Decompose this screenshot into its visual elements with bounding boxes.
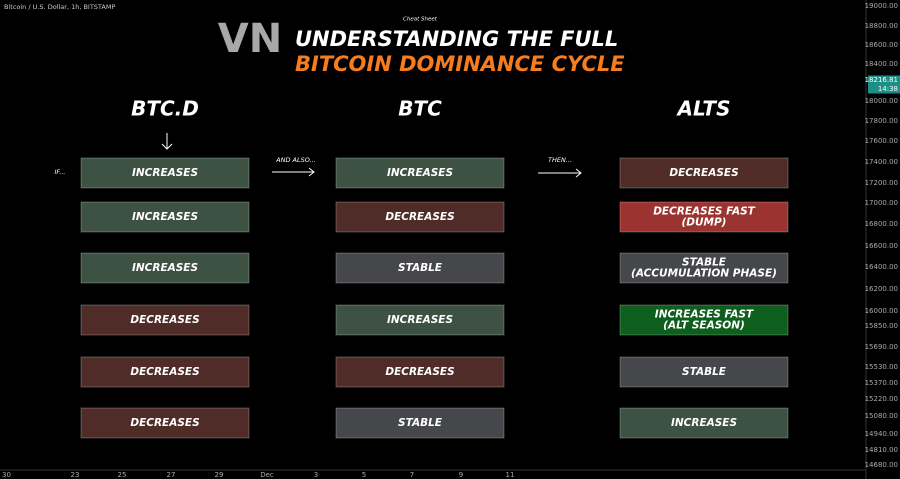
- arrow: [538, 168, 582, 178]
- cell-text: DECREASES: [669, 167, 738, 179]
- time-label: 7: [410, 471, 414, 479]
- price-label: 18400.00: [865, 60, 898, 68]
- price-label: 15370.00: [865, 379, 898, 387]
- time-label: 30: [2, 471, 11, 479]
- price-label: 17800.00: [865, 117, 898, 125]
- cell: [80, 356, 250, 388]
- arrow: [272, 167, 315, 177]
- cell: [80, 407, 250, 439]
- price-label: 16800.00: [865, 220, 898, 228]
- cell: [80, 304, 250, 336]
- cell-text: STABLE: [398, 417, 443, 429]
- cell: [335, 252, 505, 284]
- time-label: 3: [314, 471, 318, 479]
- price-label: 18800.00: [865, 22, 898, 30]
- logo: VN: [218, 16, 282, 62]
- price-label: 19000.00: [865, 2, 898, 10]
- cell-text: DECREASES FAST: [653, 206, 755, 218]
- cell-text: STABLE: [398, 262, 443, 274]
- price-label: 14940.00: [865, 430, 898, 438]
- cell-text: DECREASES: [385, 366, 454, 378]
- price-label: 14810.00: [865, 446, 898, 454]
- cell: [80, 201, 250, 233]
- price-label: 15220.00: [865, 395, 898, 403]
- price-label: 18600.00: [865, 41, 898, 49]
- cell-text: DECREASES: [385, 211, 454, 223]
- cell: [80, 157, 250, 189]
- cell-text: INCREASES: [132, 211, 198, 223]
- price-label: 16200.00: [865, 285, 898, 293]
- price-label: 14:38: [878, 85, 898, 93]
- title: UNDERSTANDING THE FULL: [295, 27, 618, 51]
- cell-text: INCREASES FAST: [655, 309, 754, 321]
- price-label: 16000.00: [865, 307, 898, 315]
- time-label: 11: [506, 471, 515, 479]
- time-label: 29: [215, 471, 224, 479]
- cell-text: (ALT SEASON): [663, 320, 745, 332]
- cell-text: STABLE: [682, 257, 727, 269]
- cell-text: (ACCUMULATION PHASE): [631, 268, 777, 280]
- cell: [619, 304, 789, 336]
- cell: [335, 407, 505, 439]
- subtitle: BITCOIN DOMINANCE CYCLE: [295, 52, 625, 76]
- connector: IF...: [54, 168, 65, 176]
- time-label: Dec: [260, 471, 274, 479]
- cell-text: INCREASES: [387, 314, 453, 326]
- price-label: 18216.81: [865, 76, 898, 84]
- down-arrow: [161, 133, 173, 150]
- column-heading: BTC: [398, 97, 442, 121]
- cell: [619, 356, 789, 388]
- price-label: 17600.00: [865, 137, 898, 145]
- price-label: 17200.00: [865, 179, 898, 187]
- connector: AND ALSO...: [275, 156, 316, 164]
- cell: [619, 201, 789, 233]
- cell: [335, 356, 505, 388]
- symbol: Bitcoin / U.S. Dollar, 1h, BITSTAMP: [4, 3, 115, 11]
- cell-text: DECREASES: [130, 417, 199, 429]
- cell: [619, 407, 789, 439]
- time-label: 23: [71, 471, 80, 479]
- price-highlight: [868, 75, 900, 85]
- column-heading: ALTS: [676, 97, 731, 121]
- cell: [335, 201, 505, 233]
- connector: THEN...: [548, 156, 572, 164]
- column-heading: BTC.D: [131, 97, 199, 121]
- cell: [335, 304, 505, 336]
- cell: [619, 252, 789, 284]
- price-label: 17000.00: [865, 199, 898, 207]
- time-label: 25: [118, 471, 127, 479]
- price-label: 16400.00: [865, 263, 898, 271]
- time-label: 5: [362, 471, 366, 479]
- price-label: 18000.00: [865, 97, 898, 105]
- cell-text: STABLE: [682, 366, 727, 378]
- price-highlight: [868, 84, 900, 94]
- price-label: 15080.00: [865, 412, 898, 420]
- price-label: 14680.00: [865, 461, 898, 469]
- cell-text: (DUMP): [682, 217, 727, 229]
- price-label: 15850.00: [865, 322, 898, 330]
- price-label: 15690.00: [865, 343, 898, 351]
- time-label: 27: [167, 471, 176, 479]
- cell: [80, 252, 250, 284]
- cell-text: DECREASES: [130, 314, 199, 326]
- price-label: 17400.00: [865, 158, 898, 166]
- cell: [335, 157, 505, 189]
- price-label: 15530.00: [865, 363, 898, 371]
- time-label: 9: [459, 471, 463, 479]
- note: Cheat Sheet: [403, 17, 438, 23]
- cell-text: INCREASES: [387, 167, 453, 179]
- cell-text: INCREASES: [132, 262, 198, 274]
- cell-text: INCREASES: [132, 167, 198, 179]
- cell-text: DECREASES: [130, 366, 199, 378]
- cell-text: INCREASES: [671, 417, 737, 429]
- cell: [619, 157, 789, 189]
- price-label: 16600.00: [865, 242, 898, 250]
